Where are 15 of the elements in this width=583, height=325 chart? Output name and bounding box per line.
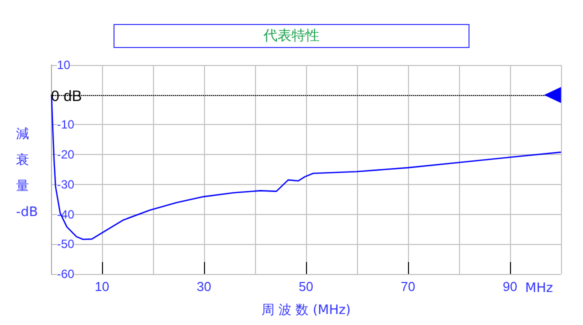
y-tick-label: -20 <box>57 148 75 162</box>
y-tick-label: -30 <box>57 177 75 192</box>
x-tick-label: 10 <box>94 279 110 294</box>
x-tick-label: 30 <box>196 279 212 294</box>
y-axis-title: 減衰量 -dB <box>16 127 38 220</box>
text: MHz <box>525 281 554 296</box>
y-tick-label: -60 <box>57 267 75 281</box>
x-tick-label: 70 <box>400 279 416 294</box>
y-tick-label: 10 <box>57 58 71 72</box>
x-tick-label: 50 <box>298 279 314 294</box>
x-axis-title: 周 波 数 (MHz) <box>261 303 351 318</box>
y-tick-label: -10 <box>57 118 75 132</box>
chart-title: 代表特性 <box>262 28 320 44</box>
y-tick-label: -50 <box>57 237 75 252</box>
x-tick-label: 90 <box>502 279 518 294</box>
